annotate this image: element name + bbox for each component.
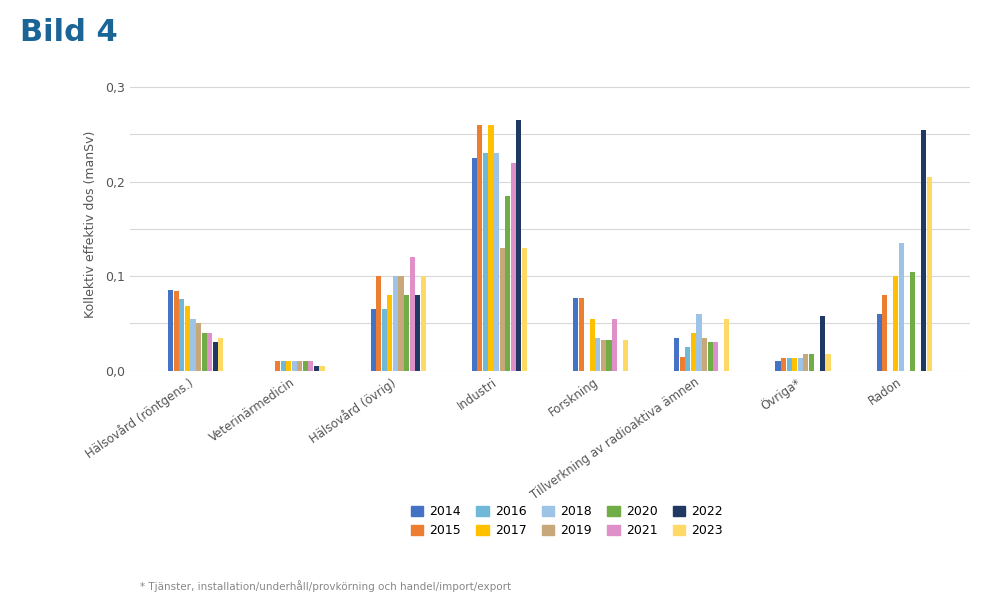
Bar — [292, 361, 297, 371]
Bar — [724, 319, 729, 371]
Bar — [376, 276, 381, 371]
Bar — [174, 291, 179, 371]
Bar — [921, 130, 926, 371]
Bar — [877, 314, 882, 371]
Bar — [781, 358, 786, 371]
Bar — [579, 298, 584, 371]
Bar — [825, 354, 831, 371]
Bar — [522, 248, 527, 371]
Bar — [612, 319, 617, 371]
Legend: 2014, 2015, 2016, 2017, 2018, 2019, 2020, 2021, 2022, 2023: 2014, 2015, 2016, 2017, 2018, 2019, 2020… — [406, 500, 728, 542]
Bar — [702, 338, 707, 371]
Bar — [500, 248, 505, 371]
Bar — [494, 153, 499, 371]
Bar — [207, 333, 212, 371]
Bar — [511, 163, 516, 371]
Bar — [882, 295, 887, 371]
Bar — [590, 319, 595, 371]
Bar — [286, 361, 291, 371]
Bar — [319, 366, 325, 371]
Bar — [190, 319, 196, 371]
Bar — [404, 295, 409, 371]
Bar — [213, 343, 218, 371]
Bar — [798, 358, 803, 371]
Bar — [387, 295, 392, 371]
Bar — [820, 316, 825, 371]
Bar — [314, 366, 319, 371]
Bar — [308, 361, 313, 371]
Bar — [297, 361, 302, 371]
Y-axis label: Kollektiv effektiv dos (manSv): Kollektiv effektiv dos (manSv) — [84, 130, 97, 318]
Bar — [393, 276, 398, 371]
Bar — [185, 307, 190, 371]
Bar — [691, 333, 696, 371]
Bar — [713, 343, 718, 371]
Bar — [708, 343, 713, 371]
Bar — [477, 125, 482, 371]
Bar — [505, 196, 510, 371]
Bar — [792, 358, 797, 371]
Bar — [927, 177, 932, 371]
Bar — [196, 324, 201, 371]
Text: * Tjänster, installation/underhåll/provkörning och handel/import/export: * Tjänster, installation/underhåll/provk… — [140, 580, 511, 592]
Bar — [303, 361, 308, 371]
Bar — [382, 309, 387, 371]
Bar — [696, 314, 702, 371]
Bar — [674, 338, 679, 371]
Bar — [910, 271, 915, 371]
Bar — [680, 356, 685, 371]
Bar — [371, 309, 376, 371]
Bar — [275, 361, 280, 371]
Bar — [179, 299, 184, 371]
Bar — [775, 361, 781, 371]
Bar — [601, 340, 606, 371]
Bar — [803, 354, 808, 371]
Bar — [623, 340, 628, 371]
Bar — [415, 295, 420, 371]
Bar — [472, 158, 477, 371]
Bar — [281, 361, 286, 371]
Bar — [606, 340, 612, 371]
Bar — [168, 291, 173, 371]
Bar — [595, 338, 600, 371]
Bar — [809, 354, 814, 371]
Bar — [410, 257, 415, 371]
Bar — [202, 333, 207, 371]
Bar — [398, 276, 404, 371]
Bar — [483, 153, 488, 371]
Bar — [516, 120, 521, 371]
Bar — [899, 243, 904, 371]
Bar — [488, 125, 494, 371]
Bar — [573, 298, 578, 371]
Bar — [218, 338, 223, 371]
Bar — [685, 347, 690, 371]
Text: Bild 4: Bild 4 — [20, 18, 118, 47]
Bar — [893, 276, 898, 371]
Bar — [421, 276, 426, 371]
Bar — [787, 358, 792, 371]
